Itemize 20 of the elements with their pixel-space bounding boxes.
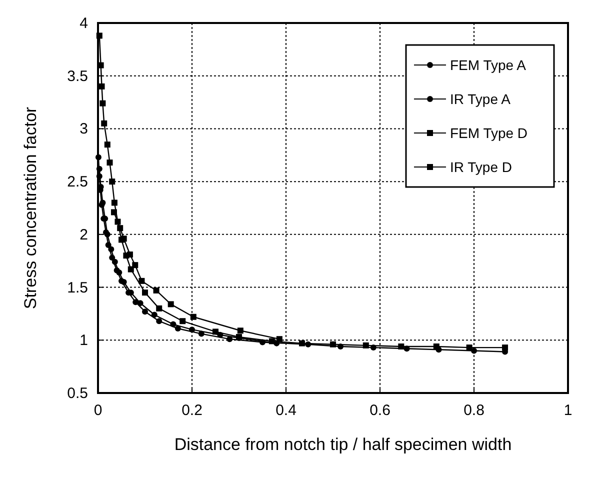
x-tick-label: 0.2 (182, 402, 202, 419)
legend-label: FEM Type D (450, 125, 528, 141)
y-axis-title: Stress concentration factor (21, 106, 40, 310)
x-tick-label: 1 (564, 402, 572, 419)
y-tick-label: 1 (80, 332, 88, 350)
y-tick-label: 4 (80, 15, 88, 32)
legend-label: IR Type D (450, 159, 512, 175)
y-tick-label: 2 (80, 226, 88, 244)
x-tick-label: 0.6 (370, 402, 390, 419)
y-tick-label: 1.5 (67, 279, 88, 296)
legend-label: IR Type A (450, 91, 512, 107)
x-tick-label: 0.4 (276, 402, 296, 419)
x-tick-label: 0 (94, 402, 102, 419)
x-axis-title: Distance from notch tip / half specimen width (174, 435, 512, 454)
y-tick-label: 0.5 (67, 385, 88, 402)
y-tick-label: 3 (80, 120, 88, 138)
y-tick-label: 2.5 (67, 174, 88, 191)
y-tick-label: 3.5 (67, 68, 88, 85)
legend-label: FEM Type A (450, 57, 527, 73)
x-tick-label: 0.8 (464, 402, 484, 419)
